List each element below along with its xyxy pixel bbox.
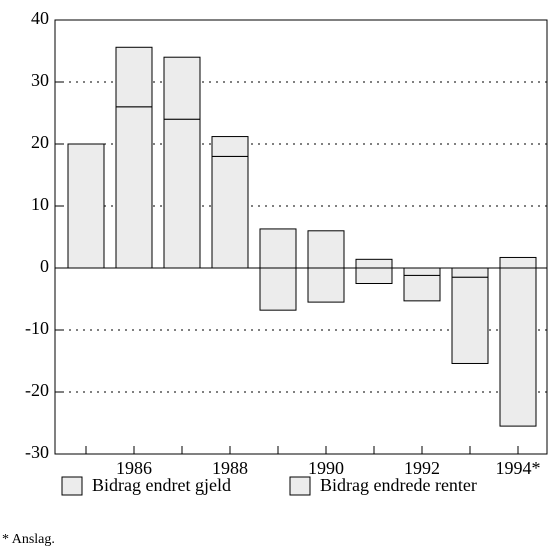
y-tick-label: -30 (25, 442, 49, 462)
y-tick-label: 30 (31, 70, 49, 90)
y-tick-label: -10 (25, 318, 49, 338)
bar (67, 143, 105, 269)
legend-label: Bidrag endrede renter (320, 475, 477, 495)
bar (355, 258, 393, 269)
bar (307, 267, 345, 303)
bar (115, 46, 153, 108)
y-tick-label: 40 (31, 8, 49, 28)
bar (163, 56, 201, 120)
y-tick-label: -20 (25, 380, 49, 400)
y-tick-label: 20 (31, 132, 49, 152)
legend-swatch (289, 476, 311, 496)
bar (115, 106, 153, 269)
x-tick-label: 1988 (212, 458, 248, 478)
bar (211, 155, 249, 269)
x-tick-label: 1992 (404, 458, 440, 478)
bar (499, 256, 537, 269)
bar (259, 267, 297, 311)
bar (259, 228, 297, 269)
footnote: * Anslag. (2, 532, 55, 547)
bar (403, 274, 441, 302)
x-tick-label: 1994* (496, 458, 541, 478)
y-tick-label: 10 (31, 194, 49, 214)
legend-label: Bidrag endret gjeld (92, 475, 231, 495)
x-tick-label: 1986 (116, 458, 152, 478)
legend-swatch (61, 476, 83, 496)
bar (451, 267, 489, 278)
bar (451, 276, 489, 364)
bar (499, 267, 537, 427)
bar (307, 230, 345, 269)
plot-frame (54, 19, 548, 455)
bar (355, 267, 393, 284)
bar (403, 267, 441, 276)
x-tick-label: 1990 (308, 458, 344, 478)
bar (163, 118, 201, 269)
bar (211, 136, 249, 157)
y-tick-label: 0 (40, 256, 49, 276)
